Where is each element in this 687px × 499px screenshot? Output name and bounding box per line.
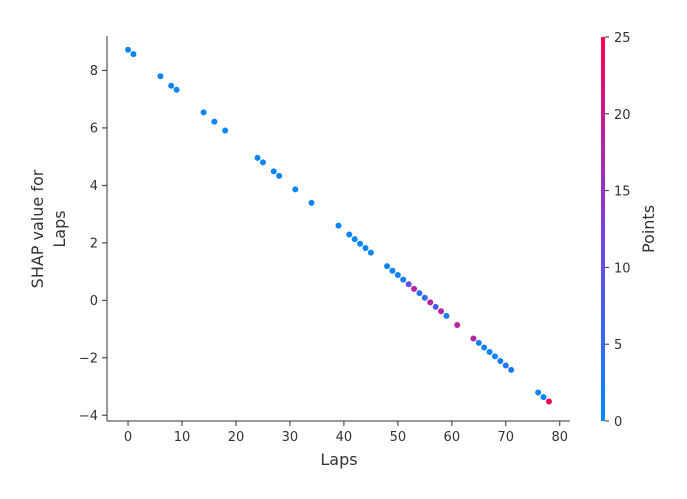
scatter-point	[357, 240, 364, 247]
scatter-point	[443, 312, 450, 319]
colorbar	[601, 37, 605, 421]
colorbar-label: Points	[639, 205, 658, 253]
scatter-point	[427, 299, 434, 306]
x-tick-label: 70	[498, 430, 515, 445]
scatter-point	[454, 322, 461, 329]
scatter-point	[335, 222, 342, 229]
scatter-point	[130, 51, 137, 58]
scatter-point	[405, 281, 412, 288]
y-axis-label-line-1: SHAP value for	[28, 169, 47, 288]
x-tick-label: 20	[228, 430, 245, 445]
colorbar-tick-label: 20	[614, 108, 631, 123]
scatter-point	[475, 339, 482, 346]
scatter-point	[270, 168, 277, 175]
scatter-point	[125, 46, 132, 53]
scatter-point	[173, 86, 180, 93]
scatter-point	[254, 154, 261, 161]
y-tick-label: 4	[90, 179, 98, 194]
y-tick-label: 0	[90, 294, 98, 309]
scatter-point	[394, 272, 401, 279]
colorbar-tick-label: 10	[614, 261, 631, 276]
scatter-point	[259, 159, 266, 166]
y-axis-label-line-2: Laps	[50, 210, 69, 247]
y-tick-label: 2	[90, 236, 98, 251]
y-tick-label: 6	[90, 121, 98, 136]
scatter-point	[157, 73, 164, 80]
scatter-point	[367, 249, 374, 256]
scatter-point	[346, 231, 353, 238]
scatter-point	[470, 335, 477, 342]
scatter-point	[497, 357, 504, 364]
scatter-point	[222, 127, 229, 134]
colorbar-tick-label: 15	[614, 185, 631, 200]
x-axis-label: Laps	[320, 450, 357, 469]
scatter-point	[502, 362, 509, 369]
scatter-points	[125, 46, 552, 405]
scatter-point	[545, 398, 552, 405]
x-tick-label: 80	[551, 430, 568, 445]
colorbar-tick-label: 0	[614, 415, 622, 430]
scatter-point	[384, 263, 391, 270]
scatter-point	[362, 245, 369, 252]
scatter-point	[438, 308, 445, 315]
scatter-point	[421, 294, 428, 301]
colorbar-ticks: 0 5 10 15 20 25	[605, 31, 631, 430]
scatter-point	[292, 186, 299, 193]
y-axis-ticks: −4 −2 0 2 4 6 8	[79, 64, 107, 424]
scatter-point	[432, 303, 439, 310]
x-tick-label: 60	[444, 430, 461, 445]
x-tick-label: 50	[390, 430, 407, 445]
scatter-point	[389, 267, 396, 274]
x-tick-label: 30	[282, 430, 299, 445]
scatter-point	[416, 290, 423, 297]
y-tick-label: −2	[79, 351, 98, 366]
colorbar-tick-label: 25	[614, 31, 631, 46]
scatter-point	[535, 389, 542, 396]
scatter-point	[411, 285, 418, 292]
scatter-point	[276, 172, 283, 179]
colorbar-tick-label: 5	[614, 338, 622, 353]
x-axis-ticks: 0 10 20 30 40 50 60 70 80	[124, 421, 568, 445]
scatter-point	[481, 344, 488, 351]
x-tick-label: 0	[124, 430, 132, 445]
y-tick-label: −4	[79, 409, 98, 424]
scatter-point	[508, 366, 515, 373]
scatter-point	[400, 276, 407, 283]
scatter-point	[200, 109, 207, 116]
scatter-point	[308, 199, 315, 206]
scatter-point	[486, 349, 493, 356]
y-tick-label: 8	[90, 64, 98, 79]
x-tick-label: 10	[174, 430, 191, 445]
x-tick-label: 40	[336, 430, 353, 445]
scatter-point	[211, 118, 218, 125]
scatter-point	[491, 353, 498, 360]
scatter-point	[540, 394, 547, 401]
scatter-point	[351, 236, 358, 243]
scatter-point	[168, 82, 175, 89]
